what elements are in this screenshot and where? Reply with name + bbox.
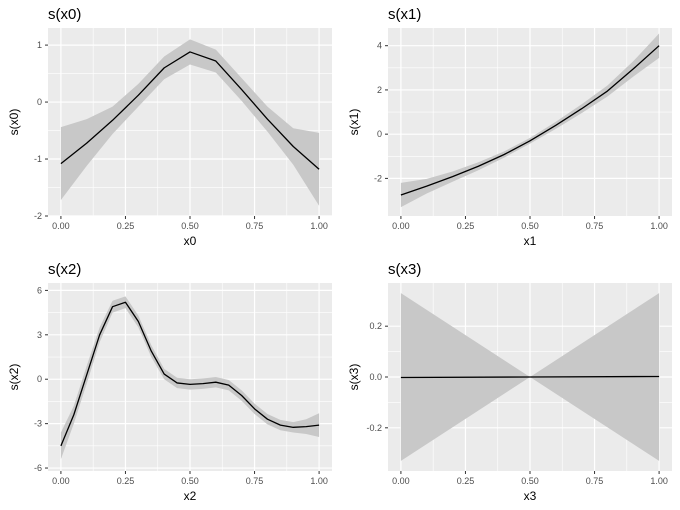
y-tick-label: -3 — [34, 419, 42, 429]
x-tick-label: 1.00 — [650, 476, 668, 486]
series-line — [400, 45, 660, 196]
panel-s-x2: 0.00 0.25 0.50 0.75 1.00 -6 -3 0 3 6 s(x2) x2 s(x2) — [0, 255, 340, 510]
y-tick-label: -0.2 — [366, 423, 382, 433]
y-tick-label: 0.0 — [369, 372, 382, 382]
y-tick-label: -2 — [34, 211, 42, 221]
y-tick-label: 0 — [37, 97, 42, 107]
x-tick-label: 0.25 — [117, 221, 135, 231]
x-tick-label: 0.25 — [457, 221, 475, 231]
panel-s-x1: 0.00 0.25 0.50 0.75 1.00 -2 0 2 4 s(x1) x1 s(x1) — [340, 0, 680, 255]
x-tick-label: 1.00 — [650, 221, 668, 231]
y-tick-label: 1 — [37, 40, 42, 50]
chart-title: s(x0) — [48, 6, 81, 23]
y-tick-label: 0 — [377, 129, 382, 139]
x-tick-label: 0.75 — [246, 476, 264, 486]
x-tick-label: 0.00 — [52, 476, 70, 486]
chart-svg: 0.00 0.25 0.50 0.75 1.00 -0.2 0.0 0.2 s(x3) x3 s(x… — [347, 261, 672, 503]
x-tick-label: 0.00 — [52, 221, 70, 231]
y-tick-label: 6 — [37, 285, 42, 295]
x-tick-label: 0.50 — [181, 221, 199, 231]
y-axis-label: s(x2) — [7, 364, 21, 391]
x-tick-label: 0.75 — [586, 221, 604, 231]
x-tick-label: 0.00 — [392, 476, 410, 486]
chart-title: s(x2) — [48, 261, 81, 278]
y-tick-label: 2 — [377, 85, 382, 95]
series-line — [400, 375, 660, 379]
x-tick-label: 0.75 — [246, 221, 264, 231]
x-tick-label: 0.25 — [457, 476, 475, 486]
y-tick-label: 0.2 — [369, 321, 382, 331]
chart-title: s(x3) — [388, 261, 421, 278]
x-axis-label: x3 — [524, 489, 537, 503]
x-tick-label: 0.50 — [521, 221, 539, 231]
y-tick-label: -6 — [34, 463, 42, 473]
panel-s-x3: 0.00 0.25 0.50 0.75 1.00 -0.2 0.0 0.2 s(x3) x3 s(x… — [340, 255, 680, 510]
chart-svg: 0.00 0.25 0.50 0.75 1.00 -2 -1 0 1 s(x0) x0 s(x0) — [7, 6, 332, 248]
y-axis-label: s(x3) — [347, 364, 361, 391]
chart-title: s(x1) — [388, 6, 421, 23]
panel-s-x0: 0.00 0.25 0.50 0.75 1.00 -2 -1 0 1 s(x0) x0 s(x0) — [0, 0, 340, 255]
y-tick-label: 4 — [377, 41, 382, 51]
chart-svg: 0.00 0.25 0.50 0.75 1.00 -2 0 2 4 s(x1) x1 s(x1) — [347, 6, 672, 248]
y-axis-label: s(x0) — [7, 109, 21, 136]
y-tick-label: -1 — [34, 154, 42, 164]
series-line — [60, 51, 320, 170]
x-axis-label: x1 — [524, 234, 537, 248]
y-tick-label: 3 — [37, 330, 42, 340]
x-tick-label: 1.00 — [310, 476, 328, 486]
x-tick-label: 1.00 — [310, 221, 328, 231]
confidence-band — [60, 39, 320, 206]
x-tick-label: 0.75 — [586, 476, 604, 486]
x-tick-label: 0.25 — [117, 476, 135, 486]
chart-svg: 0.00 0.25 0.50 0.75 1.00 -6 -3 0 3 6 s(x2) x2 s(x2) — [7, 261, 332, 503]
x-axis-label: x0 — [184, 234, 197, 248]
y-axis-label: s(x1) — [347, 109, 361, 136]
confidence-band — [400, 33, 660, 208]
x-axis-label: x2 — [184, 489, 197, 503]
x-tick-label: 0.00 — [392, 221, 410, 231]
x-tick-label: 0.50 — [181, 476, 199, 486]
y-tick-label: -2 — [374, 173, 382, 183]
x-tick-label: 0.50 — [521, 476, 539, 486]
series-line — [60, 301, 320, 447]
y-tick-label: 0 — [37, 374, 42, 384]
